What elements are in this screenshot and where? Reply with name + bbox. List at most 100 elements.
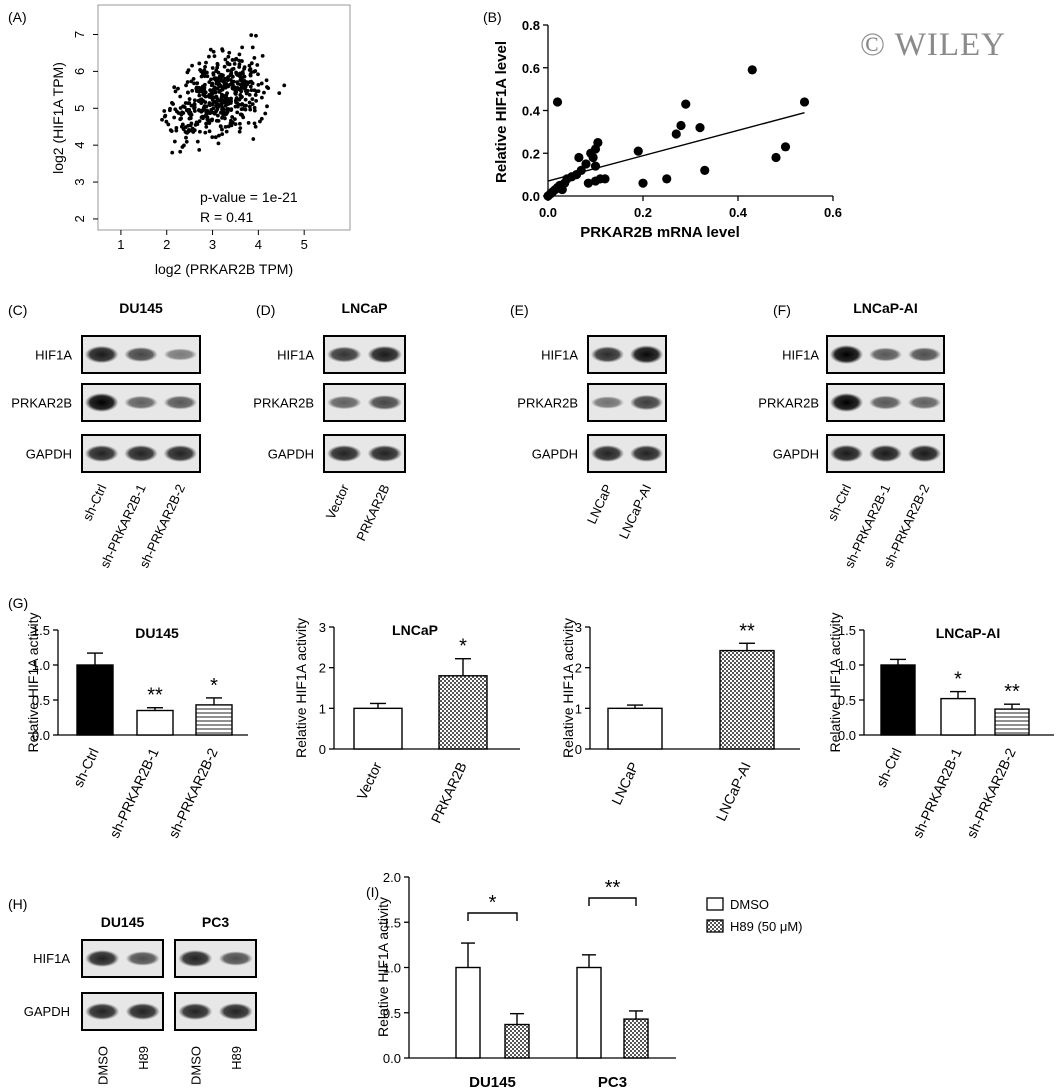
x-tick-label: sh-PRKAR2B-1 [909,745,965,840]
scatter-point [243,89,248,93]
scatter-point [237,121,242,126]
panel-label: (A) [8,9,27,25]
scatter-point [197,99,202,104]
scatter-point [243,103,248,108]
scatter-point [202,104,207,108]
bar-chart-I: (I) 0.0 0.5 1.0 1.5 2.0 Relative HIF1A activit… [366,870,803,1090]
scatter-point [170,100,174,105]
scatter-point [210,102,215,107]
y-tick-label: 2.0 [383,870,401,885]
x-tick-label: 0.4 [729,205,748,220]
lane-label: LNCaP [584,482,615,526]
scatter-point [695,123,705,133]
panel-a-scatter: (A) 1 2 3 4 5 2 3 4 5 6 7 log2 (PRKAR2B TPM) log2 (HI… [8,4,351,277]
scatter-point [277,91,282,96]
scatter-point [229,73,234,78]
scatter-point [227,50,232,55]
significance-mark: ** [605,877,621,899]
scatter-point [204,121,209,126]
significance-mark: * [954,669,962,691]
x-tick-label: 0.6 [824,205,842,220]
scatter-point [216,118,221,123]
y-tick-label: 0.8 [522,18,540,33]
scatter-point [228,82,233,87]
scatter-point [225,68,230,73]
scatter-point [169,129,174,134]
scatter-point [235,104,240,109]
scatter-point [574,152,584,163]
scatter-point [222,79,227,83]
panel-label: (D) [256,302,275,318]
scatter-point [247,80,252,84]
scatter-point [212,54,217,59]
scatter-point [246,120,251,125]
scatter-point [671,129,681,139]
row-label: GAPDH [268,447,314,462]
blot-title: DU145 [101,914,145,930]
scatter-point [242,81,247,86]
blot-panel-C: (C) DU145HIF1APRKAR2BGAPDHsh-Ctrlsh-PRKAR… [8,300,201,570]
scatter-point [201,92,206,97]
protein-band [829,345,864,364]
scatter-point [170,150,175,155]
y-tick-label: 6 [72,68,87,75]
bar [623,1018,649,1059]
scatter-point [199,69,204,74]
scatter-point [225,107,230,111]
scatter-point [192,106,196,111]
significance-mark: ** [739,620,755,642]
scatter-point [174,128,179,133]
annotation-pvalue: p-value = 1e-21 [200,189,298,205]
scatter-point [212,76,217,81]
protein-band [218,1003,253,1020]
scatter-point [209,118,214,123]
scatter-point [780,142,791,152]
bar [504,1023,530,1059]
scatter-point [178,117,183,122]
y-axis-label: Relative HIF1A activity [293,618,309,758]
scatter-point [222,64,227,69]
scatter-point [178,94,183,99]
scatter-point [240,107,245,111]
scatter-point [197,147,202,152]
scatter-point [207,129,212,134]
blot-title: LNCaP [342,300,388,316]
x-tick-label: Vector [353,759,384,802]
scatter-point [198,129,202,134]
scatter-point [210,66,215,70]
scatter-point [248,107,253,112]
scatter-point [217,103,222,108]
protein-band [829,444,864,463]
scatter-point [180,122,185,127]
y-tick-label: 0.0 [383,1051,401,1066]
y-tick-label: 5 [72,105,87,112]
scatter-point [187,101,192,105]
protein-band [367,395,402,410]
scatter-point [237,87,242,92]
protein-band [178,950,213,967]
scatter-point [207,111,212,115]
scatter-point [254,89,259,94]
scatter-point [264,78,269,83]
bar-chart-G2: LNCaP 0 1 2 3 Relative HIF1A activity Vector * P… [293,618,520,826]
scatter-point [199,74,204,79]
scatter-point [213,135,218,140]
scatter-point [255,63,260,67]
row-label: PRKAR2B [758,396,819,411]
row-label: PRKAR2B [253,396,314,411]
y-axis-label: Relative HIF1A activity [560,618,576,758]
scatter-point [240,95,244,99]
scatter-point [209,91,214,96]
scatter-point [209,107,214,112]
lane-label: Vector [323,481,352,521]
significance-mark: * [489,892,497,914]
chart-title: LNCaP [392,622,438,638]
scatter-point [233,91,238,96]
x-tick-label: sh-PRKAR2B-2 [963,745,1019,840]
scatter-point [662,174,672,184]
row-label: GAPDH [26,447,72,462]
scatter-point [208,103,212,108]
scatter-point [256,82,261,87]
